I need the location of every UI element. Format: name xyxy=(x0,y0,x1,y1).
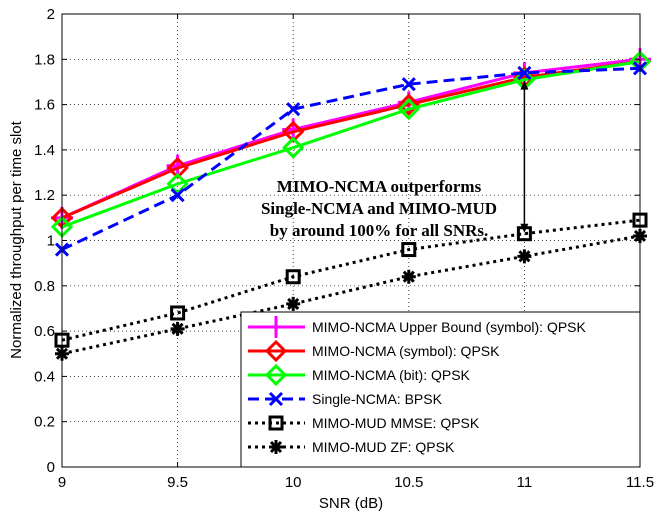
x-marker xyxy=(401,77,416,92)
y-tick-label: 0.2 xyxy=(34,414,55,431)
legend-entry: MIMO-NCMA (bit): QPSK xyxy=(248,363,471,387)
x-tick-label: 11.5 xyxy=(626,474,654,491)
legend-label: MIMO-NCMA (symbol): QPSK xyxy=(312,343,500,359)
x-marker xyxy=(268,391,284,407)
legend-entry: Single-NCMA: BPSK xyxy=(248,391,443,407)
x-tick-label: 10.5 xyxy=(394,474,423,491)
asterisk-marker xyxy=(170,321,185,336)
legend-entry: MIMO-MUD MMSE: QPSK xyxy=(248,415,480,431)
square-marker xyxy=(268,415,284,431)
gap-arrow-head-bottom xyxy=(520,223,529,233)
series-line xyxy=(61,57,641,220)
legend-label: Single-NCMA: BPSK xyxy=(312,391,443,407)
legend-sample xyxy=(248,440,305,454)
y-tick-label: 1.4 xyxy=(34,142,55,159)
x-tick-label: 9.5 xyxy=(167,474,188,491)
series-4 xyxy=(54,61,648,257)
diamond-marker xyxy=(264,339,288,363)
x-marker xyxy=(170,188,185,203)
y-tick-label: 1.2 xyxy=(34,187,55,204)
annotation: MIMO-NCMA outperforms Single-NCMA and MI… xyxy=(261,80,529,240)
y-tick-label: 0.6 xyxy=(34,323,55,340)
diamond-marker xyxy=(397,98,420,121)
y-axis-label: Normalized throughput per time slot xyxy=(8,120,25,358)
legend-entry: MIMO-MUD ZF: QPSK xyxy=(248,439,455,455)
y-tick-label: 0.8 xyxy=(34,278,55,295)
square-marker xyxy=(401,242,417,258)
y-tick-label: 1.6 xyxy=(34,97,55,114)
diamond-marker xyxy=(166,156,189,180)
legend-label: MIMO-NCMA Upper Bound (symbol): QPSK xyxy=(312,319,587,335)
legend-label: MIMO-NCMA (bit): QPSK xyxy=(312,367,471,383)
diamond-marker xyxy=(397,93,420,116)
x-marker xyxy=(517,65,532,80)
plus-marker xyxy=(265,316,287,338)
legend-entry: MIMO-NCMA Upper Bound (symbol): QPSK xyxy=(248,316,587,338)
legend-box xyxy=(240,311,641,468)
diamond-marker xyxy=(282,120,305,143)
legend-sample xyxy=(248,316,305,338)
series-line xyxy=(61,234,641,356)
asterisk-marker xyxy=(269,440,283,454)
annotation-line-1: MIMO-NCMA outperforms xyxy=(277,177,482,196)
series-line xyxy=(61,218,641,342)
legend-label: MIMO-MUD MMSE: QPSK xyxy=(312,415,480,431)
x-tick-label: 9 xyxy=(58,474,66,491)
series-line xyxy=(61,60,641,220)
x-tick-label: 11 xyxy=(517,474,533,491)
diamond-marker xyxy=(264,363,288,387)
series-line xyxy=(61,66,641,251)
y-tick-label: 1 xyxy=(47,233,55,250)
y-tick-label: 1.8 xyxy=(34,51,55,68)
y-tick-label: 2 xyxy=(47,6,55,23)
asterisk-marker xyxy=(401,269,416,284)
legend-sample xyxy=(248,339,305,363)
gap-arrow-head-top xyxy=(520,80,529,90)
legend-sample xyxy=(248,391,305,407)
legend: MIMO-NCMA Upper Bound (symbol): QPSK MIM… xyxy=(240,311,641,468)
gap-arrow xyxy=(520,80,529,233)
series-line xyxy=(61,60,641,229)
x-axis-label: SNR (dB) xyxy=(319,495,383,512)
y-tick-label: 0 xyxy=(47,459,55,476)
asterisk-marker xyxy=(517,249,532,264)
y-tick-label: 0.4 xyxy=(34,368,55,385)
square-marker xyxy=(170,305,186,321)
legend-label: MIMO-MUD ZF: QPSK xyxy=(312,439,455,455)
annotation-line-3: by around 100% for all SNRs. xyxy=(270,221,489,240)
diamond-marker xyxy=(282,136,305,159)
annotation-line-2: Single-NCMA and MIMO-MUD xyxy=(261,199,497,218)
square-marker xyxy=(285,269,301,285)
legend-sample xyxy=(248,415,305,431)
asterisk-marker xyxy=(286,296,301,311)
ticks: 9 9.5 10 10.5 11 11.5 0 0.2 0.4 0.6 0.8 1 1.2 1.4 1.6 1… xyxy=(34,6,654,491)
legend-sample xyxy=(248,363,305,387)
legend-entry: MIMO-NCMA (symbol): QPSK xyxy=(248,339,500,363)
x-tick-label: 10 xyxy=(285,474,302,491)
x-marker xyxy=(286,102,301,117)
diamond-marker xyxy=(166,172,189,195)
